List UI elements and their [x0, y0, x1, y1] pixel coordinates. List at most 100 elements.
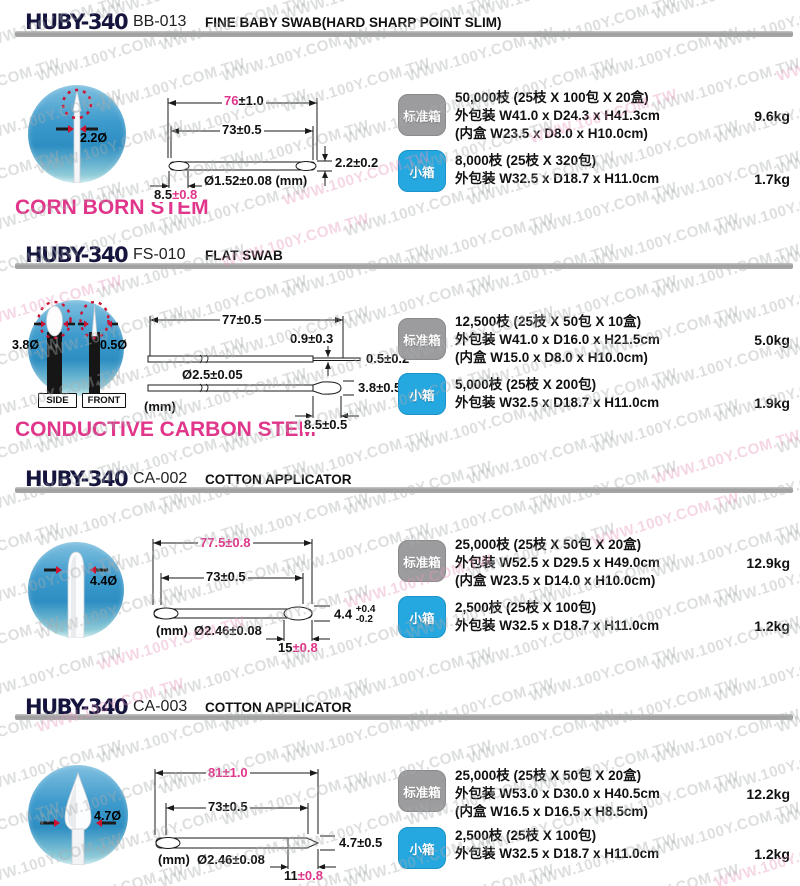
swab-tip-illustration [44, 551, 108, 638]
dim-body: 73±0.5 [204, 569, 248, 584]
std-inner: (内盒 W15.0 x D8.0 x H10.0cm) [455, 350, 648, 365]
tip-highlight-dashed-circle [61, 88, 93, 120]
dim-overall: 77±0.5 [220, 312, 264, 327]
front-tip-diameter-label: 0.5Ø [100, 338, 128, 352]
paddle-tip [312, 381, 342, 395]
tip-diameter-label: 2.2Ø [80, 131, 108, 145]
dimension-diagram: 77±0.5 0.9±0.3 0.5±0.2 Ø2.5±0.05 3.8±0.5… [140, 312, 412, 432]
front-view-label: FRONT [82, 393, 126, 408]
dim-tip-length: 8.5±0.8 [152, 187, 200, 202]
small-qty: 8,000枝 (25枝 X 320包) [455, 153, 597, 168]
tip-shading [68, 775, 78, 829]
tip-shading [71, 555, 76, 638]
product-photo-circle: 4.7Ø [28, 765, 128, 865]
dim-tip-diameter: 4.7±0.5 [337, 835, 385, 850]
std-qty: 12,500枝 (25枝 X 50包 X 10盒) [455, 314, 642, 329]
small-box-badge: 小箱 [398, 373, 446, 415]
standard-box-badge: 标准箱 [398, 94, 446, 136]
dim-shaft: Ø2.5±0.05 [180, 367, 245, 382]
dim-body: 73±0.5 [206, 799, 250, 814]
standard-box-badge: 标准箱 [398, 540, 446, 582]
product-code: CA-002 [133, 470, 188, 487]
std-outer: 外包装 W53.0 x D30.0 x H40.5cm [455, 786, 660, 801]
swab-point [72, 90, 82, 112]
dim-overall: 81±1.0 [206, 765, 250, 780]
side-view-stem [47, 332, 62, 396]
side-tip-diameter-label: 3.8Ø [12, 338, 40, 352]
diagram-linework [152, 539, 330, 643]
dim-overall: 76±1.0 [222, 93, 266, 108]
small-qty: 5,000枝 (25枝 X 200包) [455, 377, 597, 392]
dim-unit: (mm) [142, 399, 178, 414]
section-divider [15, 263, 793, 269]
std-outer: 外包装 W41.0 x D24.3 x H41.3cm [455, 108, 660, 123]
dimension-diagram: 77.5±0.8 73±0.5 4.4 +0.4 -0.2 (mm) Ø2.46±… [140, 533, 408, 655]
swab-shaft [71, 828, 85, 865]
red-arrows [34, 320, 118, 328]
swab-tip-illustration [40, 771, 116, 865]
small-box-badge: 小箱 [398, 150, 446, 192]
dim-shaft: Ø1.52±0.08 (mm) [202, 173, 310, 188]
small-box-badge: 小箱 [398, 596, 446, 638]
dim-tip-length: 11±0.8 [282, 868, 325, 883]
front-view-tip [91, 305, 98, 337]
dimension-diagram: 76±1.0 73±0.5 2.2±0.2 Ø1.52±0.08 (mm) 8.… [140, 90, 400, 205]
dim-body: 73±0.5 [220, 122, 264, 137]
product-photo-circle: 3.8Ø 0.5Ø [12, 300, 128, 396]
product-section-ca002: HUBY-340 CA-002 COTTON APPLICATOR 4.4Ø [0, 455, 800, 683]
dim-tip-diameter: 4.4 +0.4 -0.2 [332, 604, 378, 625]
dim-overall: 77.5±0.8 [198, 535, 253, 550]
small-qty: 2,500枝 (25枝 X 100包) [455, 828, 597, 843]
dim-tip-diameter: 2.2±0.2 [333, 155, 381, 170]
red-arrows [44, 566, 108, 574]
side-view-label: SIDE [38, 393, 77, 408]
std-inner: (内盒 W23.5 x D14.0 x H10.0cm) [455, 573, 656, 588]
std-qty: 25,000枝 (25枝 X 50包 X 20盒) [455, 768, 642, 783]
small-outer: 外包装 W32.5 x D18.7 x H11.0cm [455, 395, 660, 410]
product-code: CA-003 [133, 698, 188, 715]
std-outer: 外包装 W52.5 x D29.5 x H49.0cm [455, 555, 660, 570]
tip-highlight-dashed-circle [79, 300, 110, 340]
section-divider [15, 31, 793, 37]
section-header: HUBY-340 CA-003 COTTON APPLICATOR [0, 695, 800, 719]
product-title: COTTON APPLICATOR [205, 472, 352, 487]
product-code: FS-010 [133, 246, 186, 263]
standard-box-badge: 标准箱 [398, 770, 446, 812]
side-view-tip [46, 305, 63, 337]
product-photo-circle: 2.2Ø [28, 85, 126, 183]
dim-paddle-width: 3.8±0.5 [356, 380, 404, 395]
small-box-badge: 小箱 [398, 827, 446, 869]
dim-unit: (mm) [154, 623, 190, 638]
diagram-linework [147, 316, 376, 420]
dim-tip-length: 15±0.8 [276, 640, 320, 655]
front-view-stem [89, 332, 100, 396]
std-weight: 12.2kg [746, 786, 790, 802]
std-qty: 25,000枝 (25枝 X 50包 X 20盒) [455, 537, 642, 552]
product-title: FLAT SWAB [205, 248, 283, 263]
product-title: COTTON APPLICATOR [205, 700, 352, 715]
std-outer: 外包装 W41.0 x D16.0 x H21.5cm [455, 332, 660, 347]
tip-diameter-label: 4.4Ø [90, 574, 118, 588]
tip-diameter-label: 4.7Ø [94, 809, 122, 823]
std-weight: 5.0kg [754, 332, 790, 348]
small-qty: 2,500枝 (25枝 X 100包) [455, 600, 597, 615]
std-weight: 12.9kg [746, 555, 790, 571]
standard-box-badge: 标准箱 [398, 318, 446, 360]
small-weight: 1.2kg [754, 846, 790, 862]
stem-note: CONDUCTIVE CARBON STEM [15, 418, 317, 441]
section-divider [15, 714, 793, 720]
product-title: FINE BABY SWAB(HARD SHARP POINT SLIM) [205, 15, 502, 30]
swab-tip-illustration [56, 88, 98, 183]
std-inner: (内盒 W16.5 x D16.5 x H8.5cm) [455, 804, 648, 819]
brand-logo: HUBY-340 [25, 10, 129, 34]
small-weight: 1.9kg [754, 395, 790, 411]
product-section-fs010: HUBY-340 FS-010 FLAT SWAB 3.8Ø 0.5Ø SIDE… [0, 230, 800, 455]
dimension-diagram: 81±1.0 73±0.5 4.7±0.5 (mm) Ø2.46±0.08 11… [140, 763, 408, 883]
std-qty: 50,000枝 (25枝 X 100包 X 20盒) [455, 90, 649, 105]
pointed-tip [287, 837, 320, 849]
dim-unit: (mm) [156, 852, 192, 867]
small-outer: 外包装 W32.5 x D18.7 x H11.0cm [455, 171, 660, 186]
std-weight: 9.6kg [754, 108, 790, 124]
dim-shaft: Ø2.46±0.08 [192, 623, 264, 638]
